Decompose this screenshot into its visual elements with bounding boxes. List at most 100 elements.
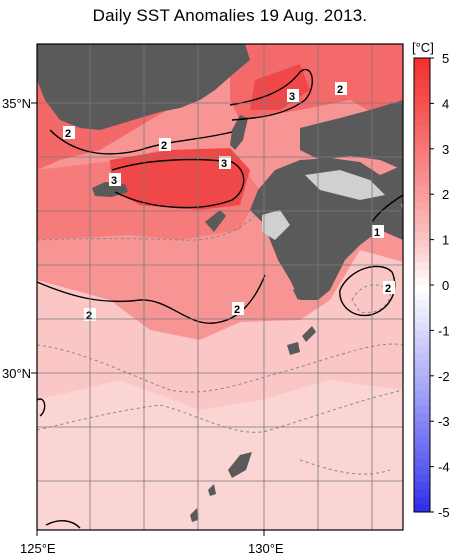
colorbar-tick-label: -4 [438, 460, 450, 475]
contour-label: 2 [161, 140, 167, 152]
colorbar-cell [414, 406, 430, 415]
map-body: 2 3 2 2 3 3 1 2 2 2 [37, 44, 403, 530]
colorbar-cell [414, 186, 430, 195]
contour-label: 2 [337, 84, 343, 96]
colorbar-cell [414, 269, 430, 278]
contour-label: 2 [86, 310, 92, 322]
colorbar-cell [414, 156, 430, 165]
colorbar-cell [414, 337, 430, 347]
colorbar-cell [414, 118, 430, 127]
colorbar-cell [414, 65, 430, 74]
colorbar-cell [414, 383, 430, 392]
colorbar-cell [414, 292, 430, 301]
cloud-kyushu-west [262, 210, 290, 240]
dashed-contours [37, 209, 403, 475]
colorbar-cell [414, 262, 430, 271]
colorbar-cell [414, 254, 430, 263]
axis-ticks [31, 102, 265, 536]
colorbar-cell [414, 285, 430, 294]
contour-label: 2 [65, 128, 71, 140]
colorbar-cell [414, 239, 430, 248]
colorbar-cell [414, 95, 430, 104]
colorbar-tick-label: 2 [442, 187, 449, 202]
colorbar-cell [414, 88, 430, 97]
colorbar-cell [414, 345, 430, 354]
land-yakushima [293, 284, 306, 300]
colorbar-tick-label: 5 [442, 51, 449, 66]
contour-label: 3 [111, 175, 117, 187]
colorbar-cell [414, 428, 430, 437]
colorbar-cell [414, 247, 430, 256]
land-koshiki [287, 342, 300, 355]
colorbar-cell [414, 504, 430, 513]
colorbar-cell [414, 201, 430, 210]
colorbar-cell [414, 80, 430, 89]
colorbar-tick-label: 0 [442, 278, 449, 293]
colorbar-tick-label: -5 [438, 505, 450, 520]
figure-title: Daily SST Anomalies 19 Aug. 2013. [92, 6, 368, 25]
colorbar-cell [414, 73, 430, 82]
colorbar-cell [414, 330, 430, 339]
contour-labels: 2 3 2 2 3 3 1 2 2 2 [63, 82, 395, 322]
contour-label: 2 [234, 304, 240, 316]
sea-strong-patch [110, 148, 250, 210]
colorbar-cell [414, 368, 430, 377]
colorbar-cell [414, 58, 430, 67]
colorbar-tick-label: 1 [442, 233, 449, 248]
land-okinoerabu [208, 484, 216, 496]
colorbar-cell [414, 489, 430, 498]
contour-label: 2 [385, 283, 391, 295]
land-korea-north [150, 44, 245, 52]
contour-label: 3 [221, 158, 227, 170]
colorbar-cell [414, 451, 430, 460]
land-tanegashima [302, 326, 316, 342]
colorbar-cell [414, 194, 430, 203]
colorbar-cell [414, 232, 430, 241]
map-frame [36, 43, 404, 531]
colorbar-cell [414, 163, 430, 172]
colorbar-cell [414, 496, 430, 505]
land-amami [228, 452, 252, 478]
land-tsushima [230, 115, 248, 150]
colorbar-tick-label: -1 [438, 323, 450, 338]
colorbar-cell [414, 315, 430, 324]
colorbar-cell [414, 126, 430, 135]
land-goto [205, 210, 226, 232]
colorbar-cell [414, 466, 430, 475]
contour-label: 1 [374, 227, 380, 239]
colorbar: [°C] 5 4 3 2 1 0 -1 -2 -3 -4 -5 [412, 40, 450, 520]
colorbar-cell [414, 179, 430, 188]
colorbar-cell [414, 224, 430, 233]
colorbar-cell [414, 413, 430, 422]
colorbar-cell [414, 110, 430, 120]
colorbar-cell [414, 421, 430, 430]
colorbar-tick-label: 3 [442, 142, 449, 157]
lon-label-130e: 130°E [248, 541, 284, 556]
colorbar-cell [414, 277, 430, 286]
colorbar-cell [414, 353, 430, 362]
colorbar-tick-label: -3 [438, 414, 450, 429]
colorbar-cell [414, 322, 430, 331]
colorbar-cell [414, 390, 430, 399]
colorbar-cell [414, 209, 430, 218]
colorbar-cell [414, 375, 430, 384]
colorbar-cell [414, 300, 430, 309]
colorbar-cell [414, 133, 430, 142]
colorbar-cell [414, 148, 430, 157]
lon-label-125e: 125°E [20, 541, 56, 556]
colorbar-cells [414, 58, 430, 513]
graticule [37, 44, 403, 530]
lat-label-30n: 30°N [2, 366, 31, 381]
land-honshu [300, 100, 403, 170]
cloud-kyushu [305, 170, 385, 200]
colorbar-cell [414, 443, 430, 452]
land-okinawa-north [190, 508, 198, 522]
colorbar-tick-label: -2 [438, 369, 450, 384]
colorbar-cell [414, 103, 430, 112]
contour-label: 3 [289, 91, 295, 103]
colorbar-unit: [°C] [412, 40, 434, 55]
colorbar-cell [414, 216, 430, 225]
colorbar-cell [414, 398, 430, 407]
